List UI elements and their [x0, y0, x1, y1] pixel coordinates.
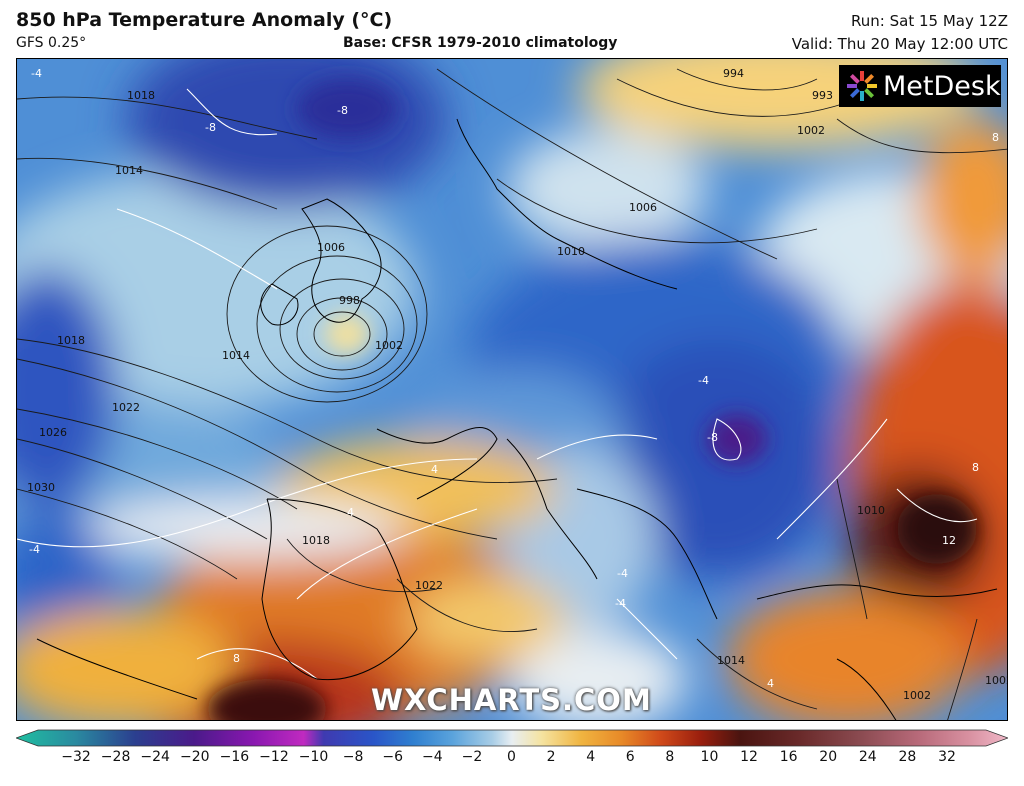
colorbar-tick-label: 28	[898, 749, 917, 765]
colorbar-tick-label: 8	[665, 749, 675, 765]
colorbar-tick-label: −16	[219, 749, 250, 765]
isobar-label: 1002	[985, 674, 1008, 687]
isobar-label: 1002	[375, 339, 403, 352]
colorbar-tick-label: −20	[179, 749, 210, 765]
chart-title: 850 hPa Temperature Anomaly (°C)	[16, 9, 393, 31]
anomaly-label: -8	[337, 104, 348, 117]
isobar-label: 1014	[717, 654, 745, 667]
colorbar-tick-label: 24	[858, 749, 877, 765]
anomaly-label: 4	[767, 677, 774, 690]
colorbar-tick-label: 10	[700, 749, 719, 765]
anomaly-label: 12	[942, 534, 956, 547]
anomaly-label: -4	[31, 67, 42, 80]
anomaly-detail	[207, 79, 977, 720]
anomaly-label: 8	[972, 461, 979, 474]
coastlines	[36, 118, 998, 720]
colorbar-tick-label: −2	[461, 749, 483, 765]
isobar-label: 1018	[57, 334, 85, 347]
isobar-label: 1018	[302, 534, 330, 547]
colorbar-tick-label: −28	[100, 749, 131, 765]
anomaly-map: 1018 1014 1018 1014 1022 1026 1030 1006 …	[16, 58, 1008, 721]
colorbar-tick-label: −24	[140, 749, 170, 765]
base-climatology-label: Base: CFSR 1979-2010 climatology	[343, 35, 618, 51]
anomaly-label: 8	[992, 131, 999, 144]
isobar-label: 994	[723, 67, 744, 80]
run-time-label: Run: Sat 15 May 12Z	[851, 12, 1008, 30]
isobar-label: 1018	[127, 89, 155, 102]
anomaly-label: -8	[205, 121, 216, 134]
wxcharts-watermark: WXCHARTS.COM	[371, 683, 652, 717]
anomaly-labels: -8 -8 -4 -4 -8 -4 -4 4 4 8 8 8 12 4 -4	[29, 67, 999, 690]
colorbar-tick-label: 16	[779, 749, 798, 765]
colorbar-tick-label: 2	[546, 749, 556, 765]
colorbar-tick-label: −6	[382, 749, 404, 765]
isobar-label: 1002	[903, 689, 931, 702]
anomaly-label: -4	[29, 543, 40, 556]
isobar-label: 1010	[557, 245, 585, 258]
isobar-label: 1014	[222, 349, 250, 362]
colorbar-ticks: −32 −28 −24 −20 −16 −12 −10 −8 −6 −4 −2 0 2 4 6 8 10 12 16…	[0, 749, 1024, 771]
colorbar-tick-label: 0	[507, 749, 516, 765]
anomaly-label: 8	[233, 652, 240, 665]
metdesk-logo: MetDesk	[839, 65, 1001, 107]
model-label: GFS 0.25°	[16, 35, 87, 51]
colorbar-tick-label: 4	[586, 749, 596, 765]
isobar-label: 993	[812, 89, 833, 102]
colorbar-tick-label: −32	[61, 749, 91, 765]
map-canvas: 1018 1014 1018 1014 1022 1026 1030 1006 …	[17, 59, 1008, 720]
colorbar-ramp	[16, 729, 1008, 747]
isobar-label: 998	[339, 294, 360, 307]
anomaly-label: -4	[698, 374, 709, 387]
isobar-label: 1022	[415, 579, 443, 592]
anomaly-label: -8	[707, 431, 718, 444]
colorbar-tick-label: −4	[421, 749, 443, 765]
colorbar-tick-label: 20	[819, 749, 838, 765]
isobar-label: 1006	[629, 201, 657, 214]
colorbar-tick-label: 32	[938, 749, 956, 765]
colorbar-tick-label: 12	[740, 749, 758, 765]
isobar-label: 1030	[27, 481, 55, 494]
colorbar-tick-label: −12	[259, 749, 289, 765]
metdesk-logo-text: MetDesk	[883, 70, 1001, 102]
metdesk-logo-icon	[847, 71, 877, 101]
anomaly-shading	[17, 59, 1007, 720]
isobar-label: 1014	[115, 164, 143, 177]
anomaly-contours	[17, 88, 978, 680]
colorbar-tick-label: −8	[342, 749, 364, 765]
isobar-label: 1002	[797, 124, 825, 137]
isobar-label: 1006	[317, 241, 345, 254]
anomaly-label: -4	[615, 597, 626, 610]
anomaly-label: 4	[347, 506, 354, 519]
isobar-label: 1010	[857, 504, 885, 517]
colorbar-tick-label: −10	[298, 749, 329, 765]
isobar-labels: 1018 1014 1018 1014 1022 1026 1030 1006 …	[27, 67, 1008, 702]
colorbar	[16, 729, 1008, 747]
valid-time-label: Valid: Thu 20 May 12:00 UTC	[791, 35, 1008, 53]
anomaly-label: 4	[431, 463, 438, 476]
isobar-label: 1022	[112, 401, 140, 414]
isobar-label: 1026	[39, 426, 67, 439]
anomaly-label: -4	[617, 567, 628, 580]
isobars	[17, 68, 1007, 720]
colorbar-tick-label: 6	[625, 749, 635, 765]
